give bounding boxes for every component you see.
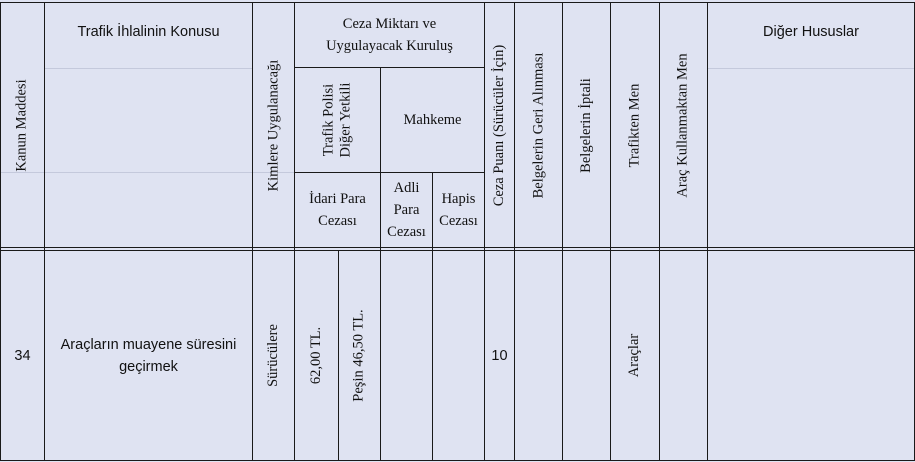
header-ceza-puani: Ceza Puanı (Sürücüler İçin) bbox=[491, 44, 507, 206]
row-hapis bbox=[433, 251, 484, 460]
header-trafik-polisi-line2: Diğer Yetkili bbox=[337, 82, 354, 158]
header-hapis-cezasi: Hapis Cezası bbox=[433, 173, 484, 247]
header-trafikten-men: Trafikten Men bbox=[626, 83, 643, 167]
header-adli-para-line1: Adli bbox=[393, 180, 420, 196]
header-belgelerin-geri-alinmasi: Belgelerin Geri Alınması bbox=[530, 52, 546, 198]
header-hapis-line2: Cezası bbox=[439, 213, 478, 229]
row-belge-iptal bbox=[563, 251, 610, 460]
header-belgelerin-iptali: Belgelerin İptali bbox=[578, 77, 594, 173]
header-trafik-polisi: Trafik Polisi Diğer Yetkili bbox=[295, 68, 380, 172]
row-diger-hususlar bbox=[708, 251, 914, 460]
header-idari-para-line2: Cezası bbox=[318, 213, 357, 229]
row-kanun-maddesi: 34 bbox=[14, 347, 31, 364]
header-adli-para-cezasi: Adli Para Cezası bbox=[381, 173, 432, 247]
header-kanun-maddesi: Kanun Maddesi bbox=[14, 78, 30, 172]
header-kimlere-uygulanacagi: Kimlere Uygulanacağı bbox=[265, 59, 281, 191]
row-adli-para bbox=[381, 251, 432, 460]
row-ihlal-konusu-line2: geçirmek bbox=[119, 358, 178, 375]
header-idari-para-cezasi: İdari Para Cezası bbox=[295, 173, 380, 247]
row-trafikten-men: Araçlar bbox=[626, 333, 643, 378]
row-belge-geri bbox=[515, 251, 562, 460]
header-ceza-miktari-line2: Uygulayacak Kuruluş bbox=[326, 38, 453, 54]
header-idari-para-line1: İdari Para bbox=[309, 191, 366, 207]
row-ceza-puani: 10 bbox=[491, 347, 508, 364]
header-adli-para-line3: Cezası bbox=[387, 224, 426, 240]
row-kimlere: Sürücülere bbox=[265, 324, 281, 387]
header-adli-para-line2: Para bbox=[393, 202, 420, 218]
header-hapis-line1: Hapis bbox=[441, 191, 476, 207]
header-mahkeme: Mahkeme bbox=[403, 112, 462, 128]
header-ceza-miktari-line1: Ceza Miktarı ve bbox=[342, 16, 437, 32]
header-ihlal-konusu: Trafik İhlalinin Konusu bbox=[77, 24, 220, 40]
row-ihlal-konusu: Araçların muayene süresini geçirmek bbox=[45, 251, 252, 460]
row-arac-kullanmaktan-men bbox=[660, 251, 707, 460]
header-trafik-polisi-line1: Trafik Polisi bbox=[320, 83, 337, 157]
header-arac-kullanmaktan-men: Araç Kullanmaktan Men bbox=[675, 52, 691, 198]
header-diger-hususlar: Diğer Hususlar bbox=[763, 24, 859, 40]
row-idari-para-1: 62,00 TL. bbox=[308, 326, 325, 385]
header-ceza-miktari: Ceza Miktarı ve Uygulayacak Kuruluş bbox=[295, 3, 484, 67]
row-ihlal-konusu-line1: Araçların muayene süresini bbox=[60, 336, 237, 353]
row-idari-para-2: Peşin 46,50 TL. bbox=[351, 309, 367, 402]
